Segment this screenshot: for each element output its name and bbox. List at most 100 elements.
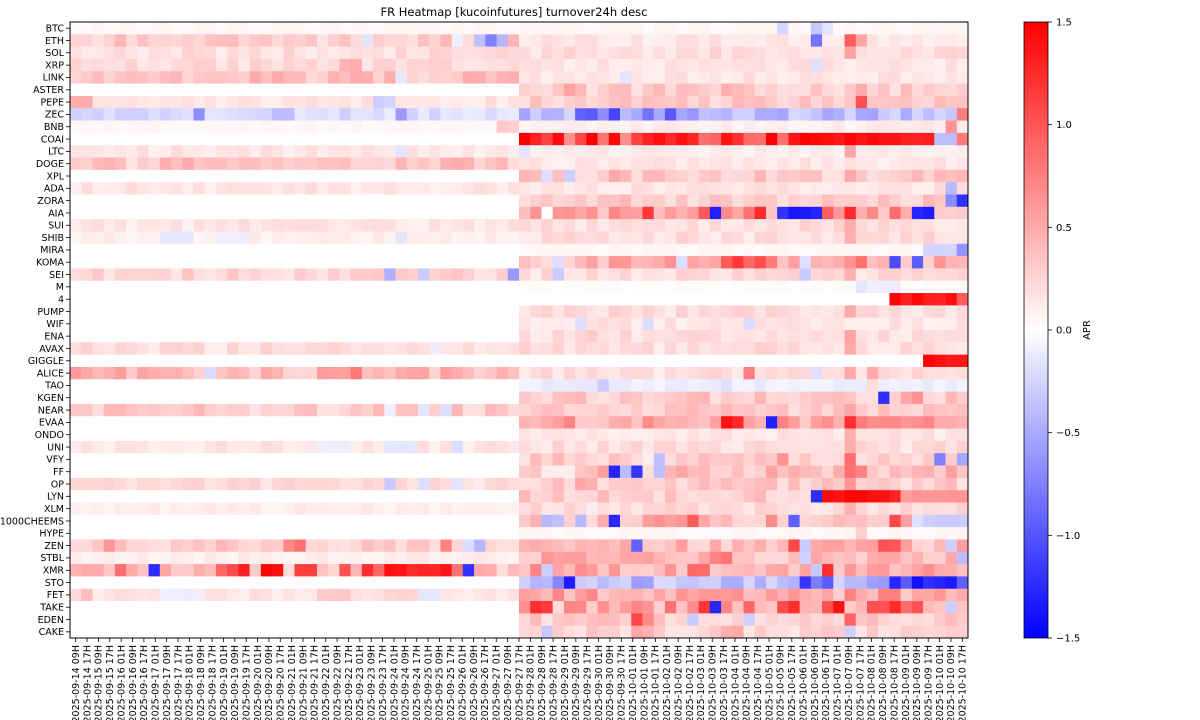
heatmap-cell: [552, 379, 565, 392]
heatmap-cell: [664, 477, 677, 491]
heatmap-cell: [350, 379, 363, 392]
heatmap-cell: [215, 601, 228, 614]
heatmap-cell: [777, 453, 789, 466]
heatmap-cell: [171, 280, 183, 294]
heatmap-cell: [70, 477, 82, 491]
heatmap-cell: [923, 527, 935, 540]
heatmap-cell: [462, 403, 475, 417]
heatmap-cell: [653, 34, 666, 47]
heatmap-cell: [597, 551, 610, 565]
heatmap-cell: [70, 95, 82, 109]
heatmap-cell: [799, 182, 812, 195]
heatmap-cell: [687, 194, 699, 208]
heatmap-cell: [698, 231, 711, 245]
heatmap-cell: [451, 465, 464, 479]
heatmap-cell: [193, 243, 206, 257]
heatmap-cell: [597, 46, 610, 60]
heatmap-cell: [956, 120, 969, 134]
heatmap-cell: [563, 268, 576, 282]
heatmap-cell: [238, 169, 250, 183]
heatmap-cell: [148, 83, 161, 97]
heatmap-cell: [148, 490, 161, 503]
heatmap-cell: [732, 527, 744, 540]
heatmap-cell: [676, 601, 688, 614]
heatmap-cell: [844, 379, 857, 392]
heatmap-cell: [316, 120, 329, 134]
heatmap-cell: [822, 157, 834, 171]
heatmap-cell: [507, 95, 520, 109]
heatmap-cell: [496, 391, 509, 405]
heatmap-cell: [777, 219, 789, 232]
heatmap-cell: [676, 157, 688, 171]
heatmap-cell: [911, 182, 924, 195]
heatmap-cell: [855, 354, 868, 368]
heatmap-cell: [754, 305, 767, 319]
heatmap-cell: [316, 477, 329, 491]
heatmap-cell: [597, 157, 610, 171]
heatmap-cell: [541, 625, 554, 639]
heatmap-cell: [822, 169, 834, 183]
heatmap-cell: [126, 268, 138, 282]
heatmap-cell: [810, 317, 823, 331]
heatmap-cell: [350, 342, 363, 355]
heatmap-cell: [698, 71, 711, 84]
heatmap-cell: [462, 83, 475, 97]
heatmap-cell: [822, 194, 834, 208]
heatmap-cell: [552, 132, 565, 146]
heatmap-cell: [384, 206, 396, 220]
heatmap-cell: [328, 132, 340, 146]
heatmap-cell: [721, 539, 733, 553]
heatmap-cell: [182, 342, 194, 355]
heatmap-cell: [496, 256, 509, 269]
heatmap-cell: [92, 182, 105, 195]
heatmap-cell: [496, 231, 509, 245]
heatmap-cell: [462, 490, 475, 503]
heatmap-cell: [361, 157, 374, 171]
heatmap-cell: [687, 490, 699, 503]
heatmap-cell: [171, 22, 183, 35]
heatmap-cell: [126, 305, 138, 319]
heatmap-cell: [597, 268, 610, 282]
heatmap-cell: [283, 613, 295, 627]
heatmap-cell: [788, 527, 800, 540]
heatmap-cell: [260, 601, 273, 614]
heatmap-cell: [204, 601, 217, 614]
heatmap-cell: [597, 588, 610, 602]
heatmap-cell: [530, 157, 542, 171]
heatmap-cell: [777, 243, 789, 257]
heatmap-cell: [597, 95, 610, 109]
heatmap-cell: [911, 268, 924, 282]
heatmap-cell: [373, 95, 385, 109]
heatmap-cell: [810, 83, 823, 97]
heatmap-cell: [608, 453, 621, 466]
heatmap-cell: [844, 564, 857, 577]
heatmap-cell: [70, 83, 82, 97]
heatmap-cell: [92, 231, 105, 245]
heatmap-cell: [260, 317, 273, 331]
heatmap-cell: [575, 169, 587, 183]
heatmap-cell: [114, 293, 127, 306]
heatmap-cell: [934, 625, 946, 639]
heatmap-cell: [664, 268, 677, 282]
heatmap-cell: [754, 34, 767, 47]
heatmap-cell: [530, 330, 542, 343]
heatmap-cell: [754, 132, 767, 146]
heatmap-cell: [485, 317, 497, 331]
heatmap-cell: [171, 354, 183, 368]
heatmap-cell: [866, 231, 879, 245]
heatmap-cell: [103, 317, 116, 331]
heatmap-cell: [923, 169, 935, 183]
heatmap-cell: [878, 440, 890, 454]
heatmap-cell: [384, 219, 396, 232]
heatmap-cell: [92, 502, 105, 516]
heatmap-cell: [238, 601, 250, 614]
heatmap-cell: [227, 527, 239, 540]
heatmap-cell: [182, 527, 194, 540]
heatmap-cell: [687, 169, 699, 183]
heatmap-cell: [754, 539, 767, 553]
heatmap-cell: [519, 71, 531, 84]
heatmap-cell: [844, 490, 857, 503]
heatmap-cell: [575, 46, 587, 60]
heatmap-cell: [182, 477, 194, 491]
heatmap-cell: [238, 564, 250, 577]
